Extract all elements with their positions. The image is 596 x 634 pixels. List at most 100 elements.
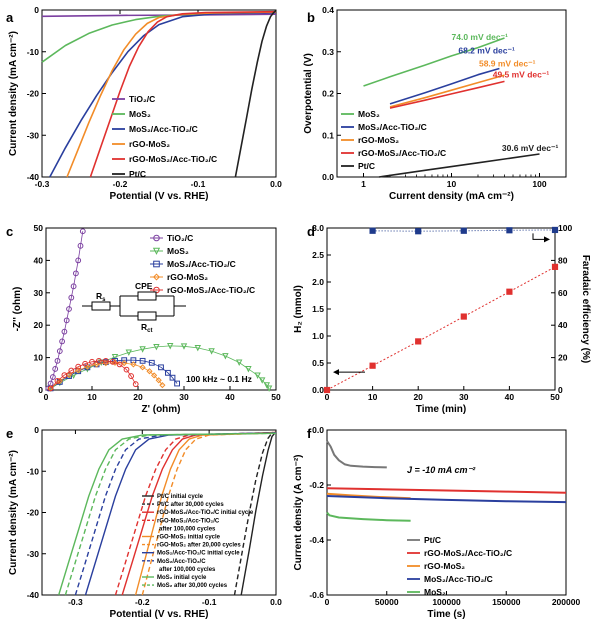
x-tick-label: 50000 (375, 597, 399, 607)
x-tick-label: 30 (179, 392, 189, 402)
y-tick-label: 0 (38, 385, 43, 395)
panel-letter: a (6, 10, 14, 25)
data-point (169, 374, 176, 381)
series-line-1 (326, 487, 567, 494)
data-point (158, 364, 164, 371)
data-point (75, 257, 82, 264)
legend-label: Pt/C (424, 535, 441, 545)
slope-annotation: 68.2 mV dec⁻¹ (458, 45, 515, 55)
legend-entry: MoS₂ (112, 109, 151, 119)
series-line-4 (134, 432, 277, 596)
legend-label: Pt/C after 30,000 cycles (157, 502, 224, 508)
legend-label: rGO-MoS₂/Acc-TiO₂/C (129, 154, 217, 164)
legend-entry: Pt/C after 30,000 cycles (142, 502, 224, 508)
y-tick-label: -30 (27, 549, 40, 559)
y-axis-label: Current density (mA cm⁻²) (8, 31, 19, 156)
data-point (235, 359, 243, 366)
data-point (263, 382, 271, 389)
legend-entry: MoS₂/Acc-TiO₂/C (407, 574, 493, 584)
y-tick-label: -0.2 (309, 480, 324, 490)
right-axis-arrow (532, 233, 547, 240)
data-point (125, 349, 133, 356)
series-line-6 (84, 432, 277, 596)
legend-entry: MoS₂ (150, 246, 189, 256)
x-tick-label: 100000 (432, 597, 461, 607)
legend-entry: rGO-MoS₂ (150, 272, 208, 282)
y-tick-label: -20 (27, 508, 40, 518)
data-point (77, 242, 84, 249)
plot-frame (45, 227, 277, 391)
series-line-1 (233, 431, 274, 596)
x-tick-label: 40 (225, 392, 235, 402)
x-tick-label: -0.2 (113, 179, 128, 189)
data-point (245, 366, 252, 373)
h2-point (460, 313, 467, 320)
y-axis-label: H₂ (mmol) (293, 285, 304, 333)
data-point (116, 361, 123, 368)
series-line-2 (121, 431, 277, 596)
panel-f: f 0 50000 100000 150000 200000 -0.6 -0.4 -0.2 0.0… (293, 425, 580, 620)
y-tick-label: 0.4 (322, 5, 334, 15)
x-axis-label: Time (min) (416, 404, 466, 415)
data-point (121, 357, 128, 364)
legend-label: MoS₂ (358, 109, 380, 119)
y-tick-label: 2.5 (312, 250, 324, 260)
series-line-3 (114, 431, 277, 596)
h2-point (323, 386, 331, 394)
slope-annotation: 49.5 mV dec⁻¹ (493, 70, 550, 80)
legend-entry: rGO-MoS₂/Acc-TiO₂/C initial cycle (142, 510, 254, 516)
x-tick-label: 10 (368, 392, 378, 402)
data-point (54, 378, 61, 384)
x-tick-label: 1 (361, 179, 366, 189)
y-tick-label: -30 (27, 130, 40, 140)
data-point (123, 366, 130, 373)
x-tick-label: 20 (133, 392, 143, 402)
legend-entry: MoS₂/Acc-TiO₂/C (341, 122, 427, 132)
data-point (139, 364, 146, 371)
legend-entry: TiO₂/C (150, 233, 193, 243)
legend-label: MoS₂/Acc-TiO₂/C (358, 122, 427, 132)
y2-tick-label: 20 (558, 353, 568, 363)
y2-tick-label: 60 (558, 288, 568, 298)
data-point (180, 343, 188, 350)
y-tick-label: -20 (27, 89, 40, 99)
legend-label: rGO-MoS₂/Acc-TiO₂/C (167, 285, 255, 295)
panel-letter: e (6, 426, 13, 441)
equivalent-circuit: Rs CPE Rct (82, 281, 186, 334)
y-tick-label: -0.6 (309, 590, 324, 600)
legend-entry: rGO-MoS₂ (407, 561, 465, 571)
legend-label: MoS₂/Acc-TiO₂/C (167, 259, 236, 269)
legend-label: rGO-MoS₂ (167, 272, 208, 282)
y-tick-label: 0.3 (322, 47, 334, 57)
h2-point (551, 263, 559, 270)
data-point (47, 385, 54, 392)
x-tick-label: 0 (325, 392, 330, 402)
legend-label: rGO-MoS₂ initial cycle (157, 535, 221, 541)
data-point (153, 344, 160, 351)
h2-point (506, 288, 513, 295)
panel-a: a -0.3 -0.2 -0.1 0.0 -40 -30 -20 -10 0 Potential (… (6, 5, 282, 202)
data-point (254, 372, 261, 379)
legend-label: MoS₂ initial cycle (157, 575, 207, 581)
panel-letter: c (6, 224, 13, 239)
legend-entry: rGO-MoS₂/Acc-TiO₂/C (341, 148, 446, 158)
x-tick-label: 100 (532, 179, 546, 189)
data-point (59, 338, 65, 345)
y-axis-label: Current density (A cm⁻²) (293, 454, 304, 570)
data-point (75, 367, 82, 374)
fe-point (506, 227, 513, 234)
legend-label: MoS₂/Acc-TiO₂/C (424, 574, 493, 584)
series-line-2 (50, 359, 178, 389)
data-point (208, 348, 215, 355)
data-point (166, 343, 174, 350)
x-axis-label: Current density (mA cm⁻²) (389, 191, 514, 202)
x-tick-label: 150000 (492, 597, 521, 607)
y2-axis-label: Faradaic efficiency (%) (580, 255, 591, 363)
panel-e: e -0.3 -0.2 -0.1 0.0 -40 -30 -20 -10 0 Potential (… (6, 425, 282, 620)
slope-annotation: 58.9 mV dec⁻¹ (479, 58, 536, 68)
plot-frame (326, 227, 556, 391)
x-tick-label: 20 (413, 392, 423, 402)
legend-marker (153, 234, 160, 242)
series-line-5 (141, 432, 277, 596)
data-point (66, 306, 72, 312)
